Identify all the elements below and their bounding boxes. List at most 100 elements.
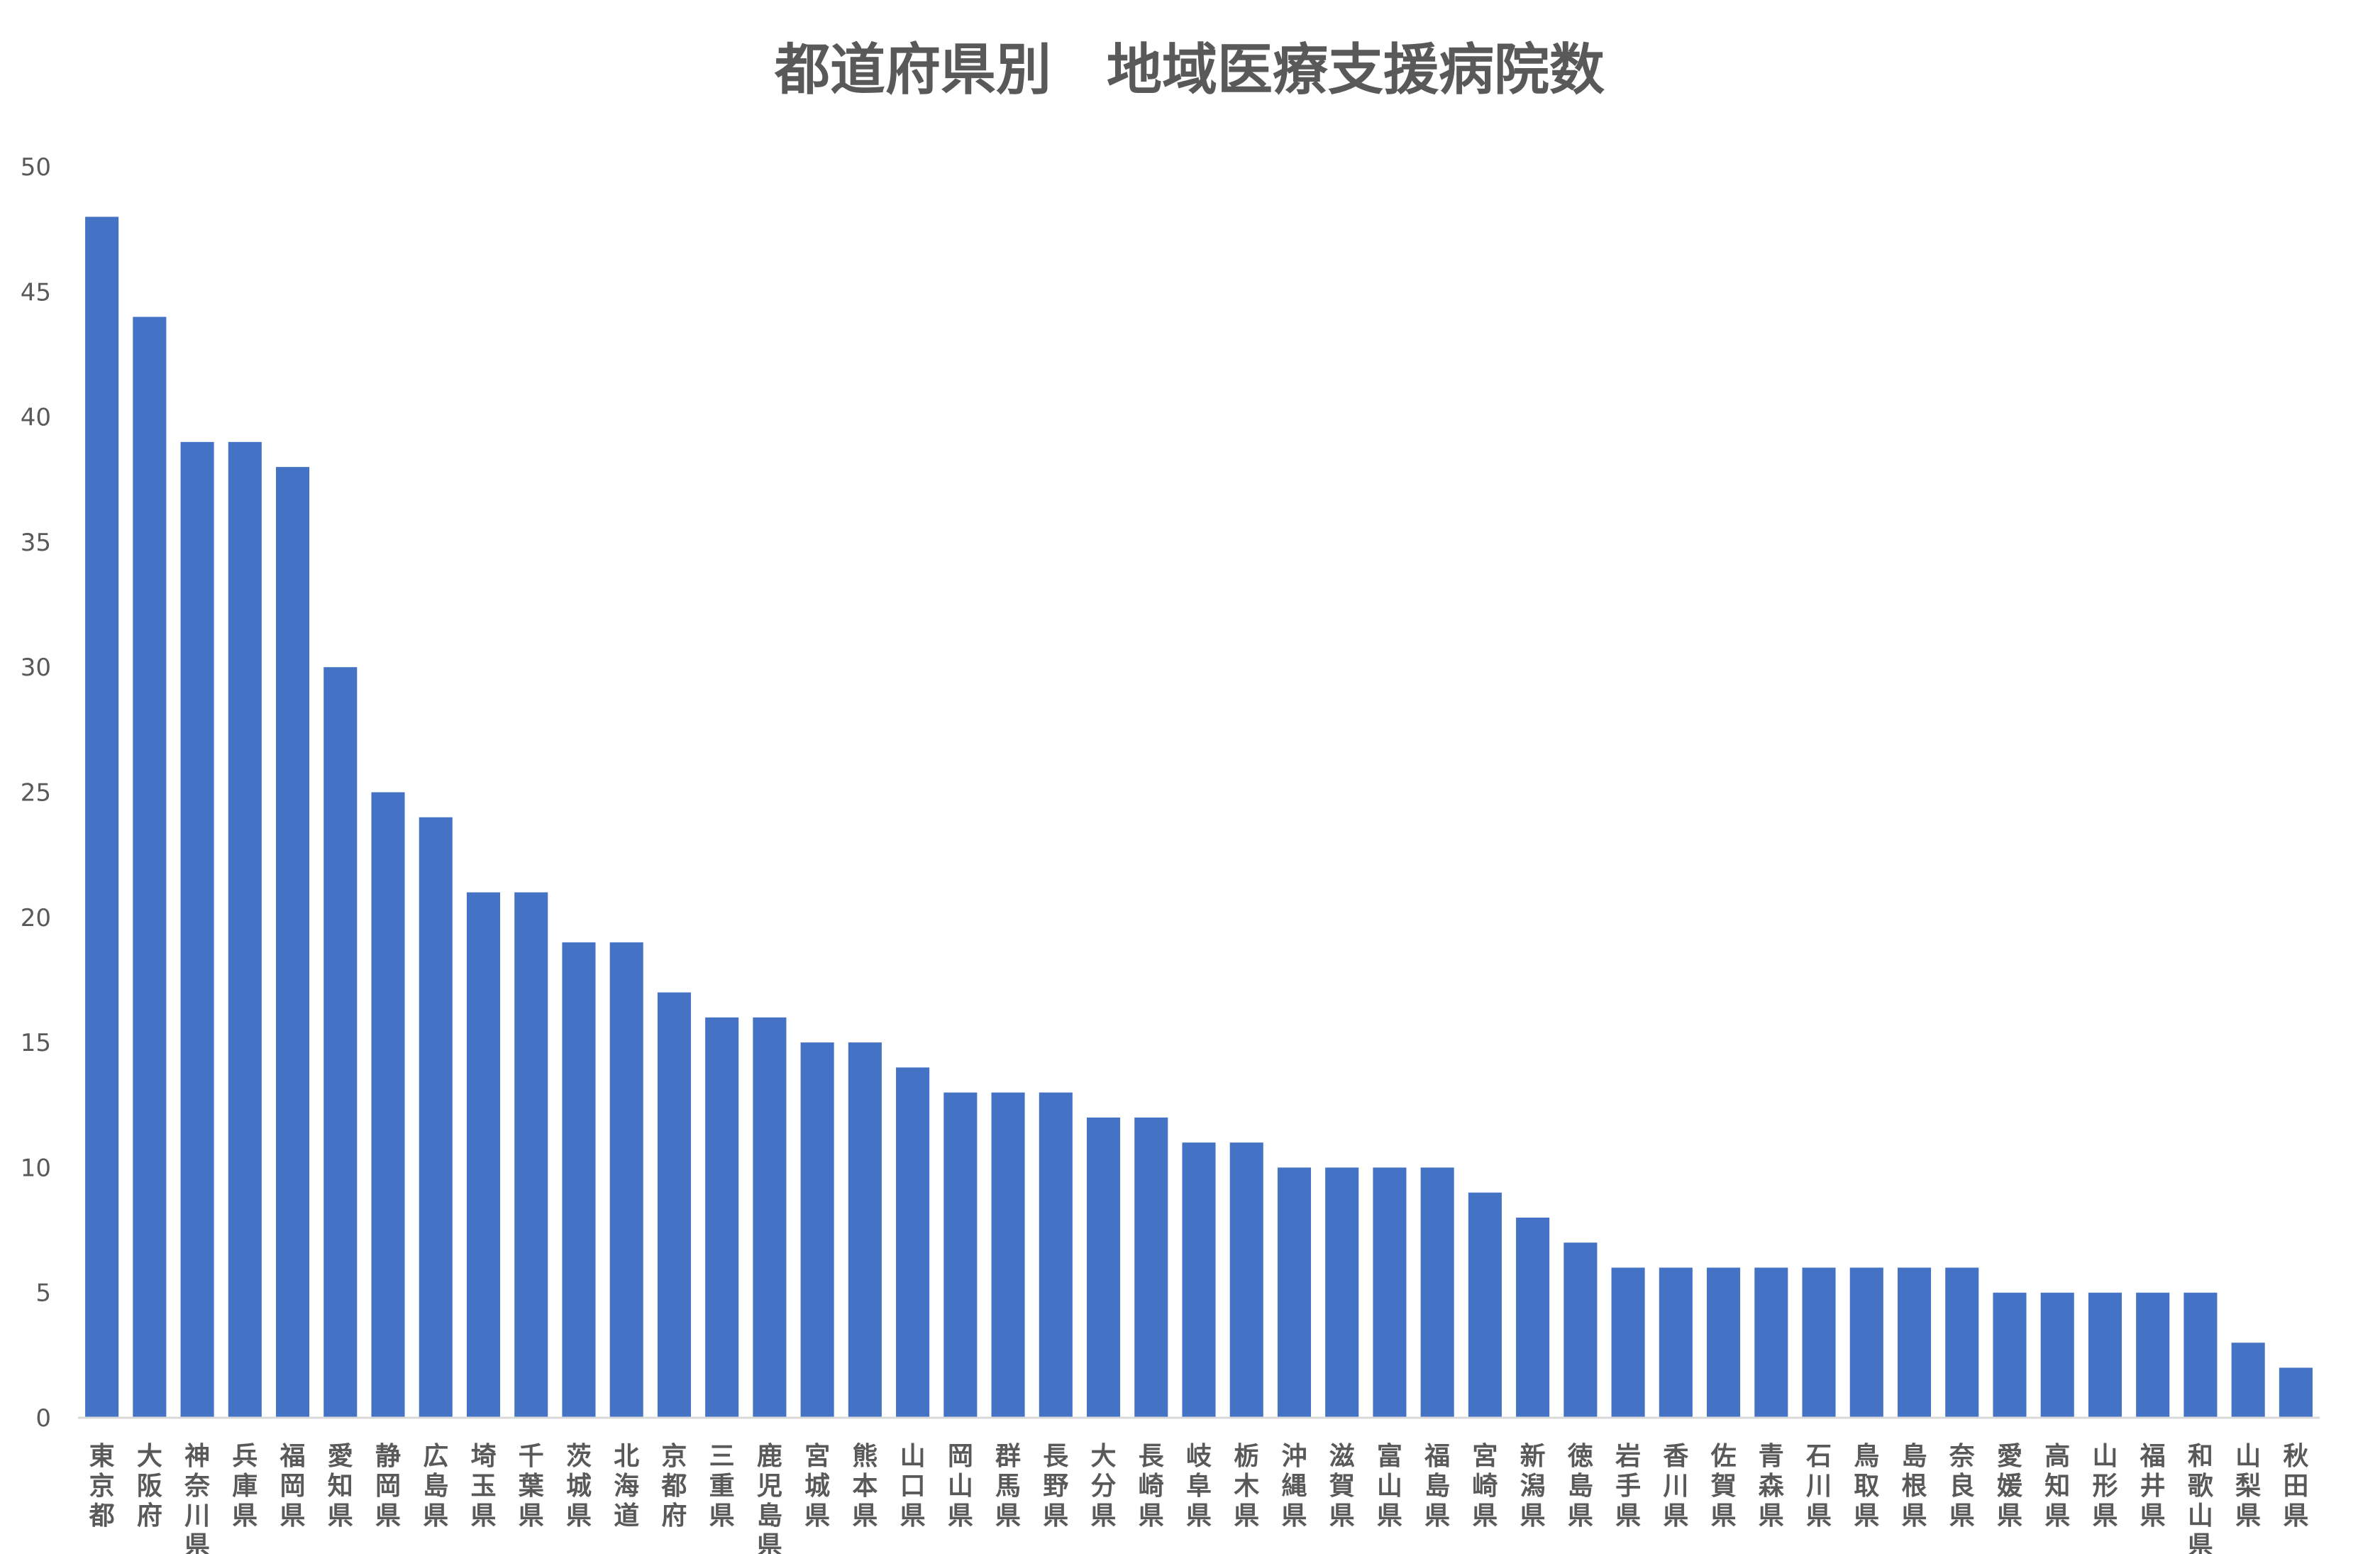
x-tick-label: 山口県 — [900, 1442, 926, 1531]
x-tick-label: 島根県 — [1902, 1442, 1927, 1531]
bar — [2183, 1292, 2218, 1418]
bar — [1563, 1242, 1598, 1418]
bar — [1611, 1267, 1645, 1418]
x-tick-label: 栃木県 — [1234, 1442, 1259, 1531]
x-tick-label: 熊本県 — [852, 1442, 878, 1531]
x-tick-label: 岩手県 — [1615, 1442, 1641, 1531]
bar — [2088, 1292, 2122, 1418]
bar — [85, 216, 119, 1418]
bar — [562, 942, 596, 1418]
y-tick-label: 30 — [21, 654, 51, 682]
x-tick-label: 北海道 — [614, 1442, 639, 1531]
bar — [1087, 1117, 1121, 1418]
x-tick-label: 滋賀県 — [1329, 1442, 1355, 1531]
bar — [848, 1042, 882, 1418]
bar — [1229, 1142, 1263, 1418]
x-tick-label: 佐賀県 — [1710, 1442, 1737, 1531]
x-tick-label: 群馬県 — [995, 1442, 1021, 1531]
bar — [1134, 1117, 1168, 1418]
x-tick-label: 長野県 — [1043, 1442, 1069, 1531]
x-tick-label: 愛媛県 — [1997, 1442, 2023, 1531]
x-tick-label: 富山県 — [1377, 1441, 1402, 1531]
x-tick-label: 山形県 — [2092, 1442, 2118, 1531]
bar — [1849, 1267, 1883, 1418]
bar — [2136, 1292, 2170, 1418]
x-tick-label: 埼玉県 — [470, 1442, 496, 1531]
bar — [609, 942, 643, 1418]
chart-title: 都道府県別 地域医療支援病院数 — [774, 38, 1605, 102]
x-tick-label: 山梨県 — [2235, 1442, 2261, 1531]
y-tick-label: 35 — [21, 529, 51, 557]
x-tick-label: 新潟県 — [1520, 1442, 1546, 1531]
bar — [466, 892, 501, 1418]
x-tick-label: 神奈川県 — [184, 1442, 210, 1554]
bar — [1993, 1292, 2027, 1418]
bar — [514, 892, 548, 1418]
x-tick-label: 愛知県 — [328, 1442, 353, 1531]
x-tick-label: 和歌山県 — [2188, 1442, 2214, 1554]
x-tick-label: 徳島県 — [1567, 1442, 1593, 1531]
x-tick-label: 京都府 — [660, 1441, 687, 1531]
x-tick-label: 千葉県 — [518, 1442, 545, 1531]
x-tick-label: 茨城県 — [566, 1442, 592, 1531]
bar — [800, 1042, 834, 1418]
bar — [1802, 1267, 1836, 1418]
y-tick-label: 10 — [21, 1154, 51, 1182]
bar — [1707, 1267, 1741, 1418]
bar — [896, 1067, 930, 1418]
y-tick-label: 0 — [35, 1404, 51, 1433]
y-tick-label: 5 — [35, 1279, 51, 1308]
bar — [1659, 1267, 1693, 1418]
x-tick-label: 福島県 — [1424, 1442, 1450, 1531]
x-tick-label: 岐阜県 — [1186, 1442, 1212, 1531]
bar — [2279, 1367, 2313, 1418]
x-tick-label: 大分県 — [1091, 1442, 1117, 1531]
bar — [943, 1092, 978, 1418]
x-tick-label: 兵庫県 — [232, 1442, 258, 1531]
x-tick-label: 沖縄県 — [1281, 1442, 1307, 1531]
bar — [991, 1092, 1025, 1418]
bar — [1420, 1167, 1454, 1418]
bar — [1039, 1092, 1073, 1418]
bar — [1373, 1167, 1407, 1418]
bar — [1325, 1167, 1359, 1418]
x-tick-label: 長崎県 — [1139, 1442, 1165, 1531]
bar — [323, 667, 358, 1418]
bar — [419, 817, 453, 1418]
bar — [1468, 1192, 1502, 1418]
x-tick-label: 三重県 — [709, 1442, 735, 1531]
bar — [657, 992, 691, 1418]
y-tick-label: 40 — [21, 404, 51, 432]
x-tick-label: 鳥取県 — [1854, 1442, 1879, 1531]
y-tick-label: 45 — [21, 278, 51, 307]
bar — [1897, 1267, 1932, 1418]
x-tick-label: 大阪府 — [137, 1442, 162, 1531]
x-tick-label: 青森県 — [1759, 1442, 1785, 1531]
x-tick-label: 鹿児島県 — [757, 1442, 782, 1554]
y-axis: 0 5 10 15 20 25 30 35 40 45 50 — [21, 153, 51, 1433]
bar — [1516, 1217, 1550, 1418]
bar — [133, 316, 167, 1418]
x-tick-label: 福岡県 — [279, 1442, 306, 1531]
bar — [276, 467, 310, 1418]
y-tick-label: 15 — [21, 1029, 51, 1057]
bar — [1754, 1267, 1788, 1418]
bar — [180, 441, 214, 1418]
bar — [1277, 1167, 1311, 1418]
y-tick-label: 25 — [21, 779, 51, 808]
x-tick-label: 奈良県 — [1949, 1442, 1975, 1531]
x-tick-label: 香川県 — [1663, 1442, 1688, 1531]
x-tick-label: 東京都 — [89, 1442, 115, 1531]
bar — [371, 792, 405, 1418]
bar — [1182, 1142, 1216, 1418]
x-tick-label: 秋田県 — [2283, 1442, 2308, 1531]
x-tick-label: 宮崎県 — [1472, 1442, 1498, 1531]
bars-group — [85, 216, 2313, 1418]
x-tick-label: 宮城県 — [804, 1442, 830, 1531]
x-tick-label: 静岡県 — [375, 1442, 401, 1531]
x-tick-label: 高知県 — [2044, 1442, 2070, 1531]
x-tick-label: 広島県 — [423, 1442, 448, 1531]
bar — [228, 441, 262, 1418]
